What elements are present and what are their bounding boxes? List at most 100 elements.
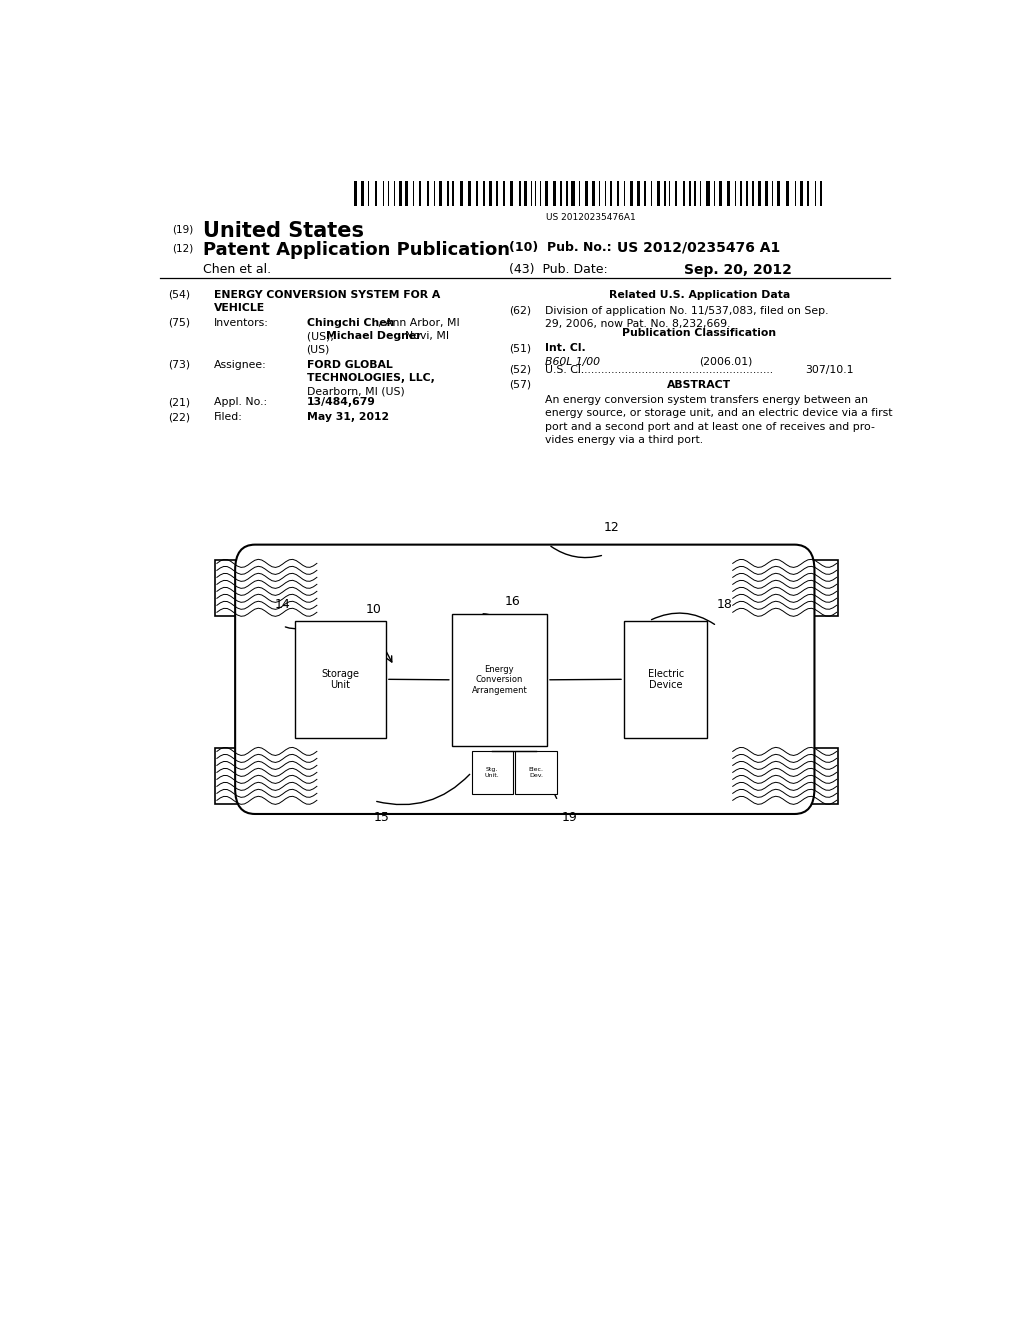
Text: Energy
Conversion
Arrangement: Energy Conversion Arrangement <box>471 665 527 694</box>
Bar <box>483 181 484 206</box>
Text: (22): (22) <box>168 412 189 422</box>
Text: ENERGY CONVERSION SYSTEM FOR A: ENERGY CONVERSION SYSTEM FOR A <box>214 289 440 300</box>
Text: An energy conversion system transfers energy between an: An energy conversion system transfers en… <box>545 395 867 405</box>
Text: (73): (73) <box>168 359 189 370</box>
Bar <box>714 181 715 206</box>
Bar <box>740 181 742 206</box>
Text: Publication Classification: Publication Classification <box>623 329 776 338</box>
Bar <box>772 181 773 206</box>
Bar <box>540 181 541 206</box>
Text: Chingchi Chen: Chingchi Chen <box>306 318 394 327</box>
Bar <box>545 181 548 206</box>
Bar <box>215 560 318 615</box>
Bar <box>560 181 562 206</box>
Text: , Novi, MI: , Novi, MI <box>397 331 449 341</box>
Bar <box>807 181 809 206</box>
Bar <box>579 181 580 206</box>
Bar <box>675 181 677 206</box>
Bar <box>665 181 666 206</box>
Text: Inventors:: Inventors: <box>214 318 268 327</box>
Bar <box>453 181 454 206</box>
Bar <box>694 181 695 206</box>
Bar <box>610 181 612 206</box>
Text: 10: 10 <box>367 603 382 615</box>
Text: VEHICLE: VEHICLE <box>214 302 265 313</box>
Text: 16: 16 <box>505 594 521 607</box>
Bar <box>746 181 748 206</box>
Bar <box>795 181 796 206</box>
Text: 19: 19 <box>562 810 578 824</box>
Bar <box>510 181 513 206</box>
Bar <box>707 181 710 206</box>
Bar <box>752 181 755 206</box>
Bar <box>566 181 567 206</box>
Bar <box>215 748 318 804</box>
Text: 14: 14 <box>274 598 291 611</box>
Bar <box>758 181 761 206</box>
Bar <box>375 181 377 206</box>
Text: (75): (75) <box>168 318 189 327</box>
Text: Related U.S. Application Data: Related U.S. Application Data <box>608 289 791 300</box>
Bar <box>735 181 736 206</box>
Bar <box>800 181 803 206</box>
Bar <box>592 181 595 206</box>
Bar <box>452 614 547 746</box>
Bar <box>447 181 449 206</box>
Text: United States: United States <box>204 222 365 242</box>
Text: vides energy via a third port.: vides energy via a third port. <box>545 434 702 445</box>
Text: Elec.
Dev.: Elec. Dev. <box>528 767 544 777</box>
Bar <box>399 181 402 206</box>
Text: Patent Application Publication: Patent Application Publication <box>204 240 510 259</box>
Bar <box>624 181 626 206</box>
Text: Filed:: Filed: <box>214 412 243 422</box>
Bar <box>434 181 435 206</box>
Bar <box>496 181 498 206</box>
Bar <box>427 181 429 206</box>
Bar <box>630 181 633 206</box>
Bar <box>361 181 365 206</box>
Bar <box>535 181 537 206</box>
Text: port and a second port and at least one of receives and pro-: port and a second port and at least one … <box>545 421 874 432</box>
Text: Chen et al.: Chen et al. <box>204 263 271 276</box>
Text: US 20120235476A1: US 20120235476A1 <box>546 214 636 222</box>
Bar <box>599 181 600 206</box>
Text: (21): (21) <box>168 397 189 408</box>
Bar <box>518 181 521 206</box>
Text: Electric
Device: Electric Device <box>647 668 684 690</box>
Text: (54): (54) <box>168 289 189 300</box>
Bar <box>460 181 463 206</box>
Text: (57): (57) <box>509 380 531 389</box>
Text: May 31, 2012: May 31, 2012 <box>306 412 389 422</box>
Text: Stg.
Unit.: Stg. Unit. <box>485 767 500 777</box>
Text: Sep. 20, 2012: Sep. 20, 2012 <box>684 263 792 277</box>
Text: Appl. No.:: Appl. No.: <box>214 397 267 408</box>
Bar <box>488 181 492 206</box>
Bar <box>439 181 442 206</box>
Text: 29, 2006, now Pat. No. 8,232,669.: 29, 2006, now Pat. No. 8,232,669. <box>545 319 730 329</box>
Bar <box>617 181 618 206</box>
Bar <box>669 181 670 206</box>
Bar <box>406 181 408 206</box>
Bar <box>472 751 513 793</box>
Bar <box>637 181 640 206</box>
Bar <box>419 181 421 206</box>
Text: (US);: (US); <box>306 331 337 341</box>
Bar <box>394 181 395 206</box>
Text: Dearborn, MI (US): Dearborn, MI (US) <box>306 385 404 396</box>
Text: Int. Cl.: Int. Cl. <box>545 343 586 354</box>
Text: (12): (12) <box>172 244 193 253</box>
Text: ...........................................................: ........................................… <box>574 364 774 375</box>
Text: , Ann Arbor, MI: , Ann Arbor, MI <box>378 318 460 327</box>
Text: Division of application No. 11/537,083, filed on Sep.: Division of application No. 11/537,083, … <box>545 306 828 315</box>
Bar <box>503 181 505 206</box>
Text: (19): (19) <box>172 224 193 235</box>
Text: (10)  Pub. No.:: (10) Pub. No.: <box>509 240 611 253</box>
Bar <box>719 181 722 206</box>
Bar <box>786 181 790 206</box>
Text: 13/484,679: 13/484,679 <box>306 397 376 408</box>
Bar <box>476 181 477 206</box>
Bar <box>777 181 780 206</box>
Text: (51): (51) <box>509 343 531 354</box>
Bar <box>657 181 659 206</box>
Bar <box>605 181 606 206</box>
